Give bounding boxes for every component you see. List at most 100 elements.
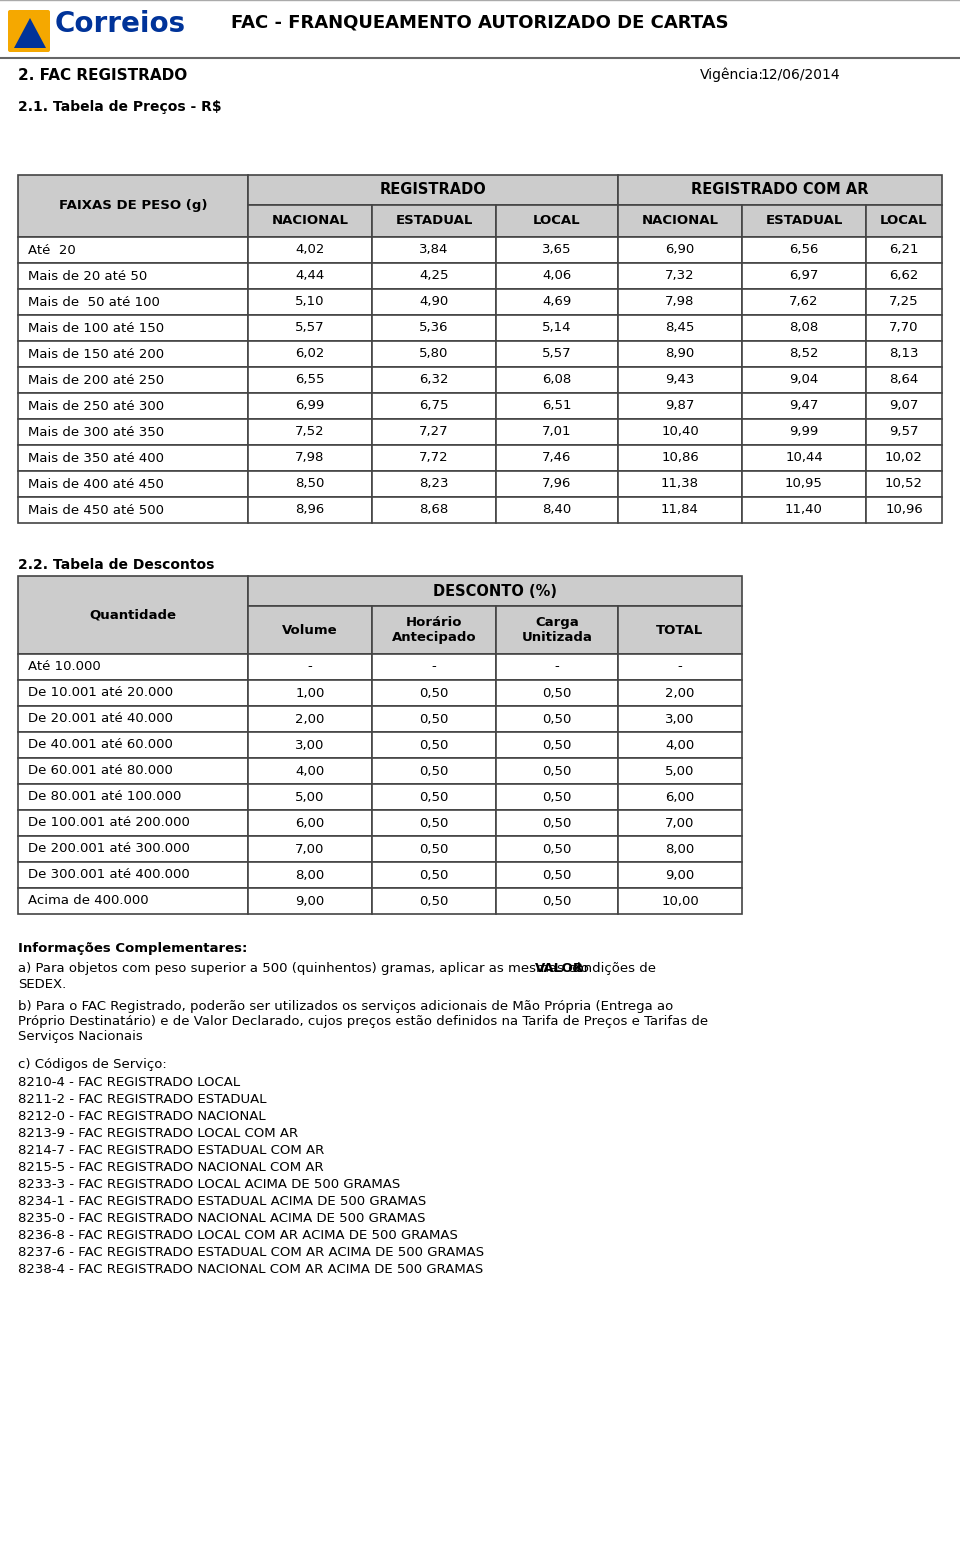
Bar [496,367,618,393]
Text: FAC - FRANQUEAMENTO AUTORIZADO DE CARTAS: FAC - FRANQUEAMENTO AUTORIZADO DE CARTAS [231,14,729,31]
Text: 8210-4 - FAC REGISTRADO LOCAL: 8210-4 - FAC REGISTRADO LOCAL [18,1077,240,1089]
Bar [496,653,618,680]
Bar [372,810,496,837]
Text: 3,00: 3,00 [296,738,324,752]
Bar [496,888,618,914]
Text: -: - [678,661,683,674]
Bar [248,315,372,342]
Bar [866,445,942,472]
Text: 5,36: 5,36 [420,321,448,334]
Text: Carga
Unitizada: Carga Unitizada [521,616,592,644]
Bar [496,445,618,472]
Bar [372,472,496,497]
Text: 6,32: 6,32 [420,373,448,387]
Text: LOCAL: LOCAL [880,215,927,227]
Bar [248,342,372,367]
Bar [372,888,496,914]
Bar [866,367,942,393]
Bar [866,263,942,288]
Bar [496,707,618,732]
Text: 7,62: 7,62 [789,296,819,309]
Bar [18,784,248,810]
Text: 0,50: 0,50 [420,843,448,856]
Text: 6,02: 6,02 [296,348,324,360]
Text: TOTAL: TOTAL [657,624,704,636]
Bar [618,418,742,445]
Text: 7,00: 7,00 [296,843,324,856]
Text: 8235-0 - FAC REGISTRADO NACIONAL ACIMA DE 500 GRAMAS: 8235-0 - FAC REGISTRADO NACIONAL ACIMA D… [18,1211,425,1225]
Bar [496,680,618,707]
Bar [496,497,618,523]
Text: 4,90: 4,90 [420,296,448,309]
Bar [18,707,248,732]
Text: 4,25: 4,25 [420,270,448,282]
Bar [496,810,618,837]
Text: NACIONAL: NACIONAL [272,215,348,227]
Bar [496,237,618,263]
Text: 0,50: 0,50 [420,765,448,777]
Text: 5,10: 5,10 [296,296,324,309]
Text: 9,99: 9,99 [789,426,819,439]
Text: 2,00: 2,00 [665,686,695,699]
Bar [618,393,742,418]
Text: DESCONTO (%): DESCONTO (%) [433,583,557,599]
Text: -: - [307,661,312,674]
Bar [372,653,496,680]
Text: 12/06/2014: 12/06/2014 [760,67,840,81]
Bar [742,263,866,288]
Text: 4,44: 4,44 [296,270,324,282]
Text: 0,50: 0,50 [420,895,448,907]
Text: 0,50: 0,50 [542,713,572,726]
Bar [372,315,496,342]
Text: 7,01: 7,01 [542,426,572,439]
Text: Mais de 20 até 50: Mais de 20 até 50 [28,270,147,282]
Text: 8214-7 - FAC REGISTRADO ESTADUAL COM AR: 8214-7 - FAC REGISTRADO ESTADUAL COM AR [18,1144,324,1156]
Text: 0,50: 0,50 [542,816,572,829]
Bar [742,445,866,472]
Text: De 20.001 até 40.000: De 20.001 até 40.000 [28,713,173,726]
Text: 7,46: 7,46 [542,451,572,464]
Bar [248,707,372,732]
Text: 9,00: 9,00 [665,868,695,882]
Text: 4,00: 4,00 [665,738,695,752]
Text: 7,27: 7,27 [420,426,449,439]
Bar [18,263,248,288]
Text: 8238-4 - FAC REGISTRADO NACIONAL COM AR ACIMA DE 500 GRAMAS: 8238-4 - FAC REGISTRADO NACIONAL COM AR … [18,1263,483,1276]
Text: 6,08: 6,08 [542,373,571,387]
Bar [248,418,372,445]
Bar [742,497,866,523]
Text: 10,52: 10,52 [885,478,923,490]
Text: NACIONAL: NACIONAL [641,215,718,227]
Bar [372,288,496,315]
FancyBboxPatch shape [8,9,50,52]
Text: 2.1. Tabela de Preços - R$: 2.1. Tabela de Preços - R$ [18,100,222,114]
Text: Mais de 100 até 150: Mais de 100 até 150 [28,321,164,334]
Bar [372,784,496,810]
Text: 8,45: 8,45 [665,321,695,334]
Bar [372,837,496,862]
Text: De 100.001 até 200.000: De 100.001 até 200.000 [28,816,190,829]
Text: 8,90: 8,90 [665,348,695,360]
Text: 0,50: 0,50 [542,686,572,699]
Text: 0,50: 0,50 [420,713,448,726]
Text: Horário
Antecipado: Horário Antecipado [392,616,476,644]
Text: 6,51: 6,51 [542,400,572,412]
Bar [742,418,866,445]
Bar [866,315,942,342]
Bar [372,680,496,707]
Bar [496,606,618,653]
Bar [248,862,372,888]
Bar [618,237,742,263]
Bar [248,680,372,707]
Text: 8233-3 - FAC REGISTRADO LOCAL ACIMA DE 500 GRAMAS: 8233-3 - FAC REGISTRADO LOCAL ACIMA DE 5… [18,1178,400,1191]
Text: 9,57: 9,57 [889,426,919,439]
Text: 8,13: 8,13 [889,348,919,360]
Bar [372,732,496,758]
Text: 8,00: 8,00 [665,843,695,856]
Text: 9,47: 9,47 [789,400,819,412]
Text: 10,95: 10,95 [785,478,823,490]
Bar [248,393,372,418]
Bar [248,606,372,653]
Bar [372,367,496,393]
Bar [372,606,496,653]
